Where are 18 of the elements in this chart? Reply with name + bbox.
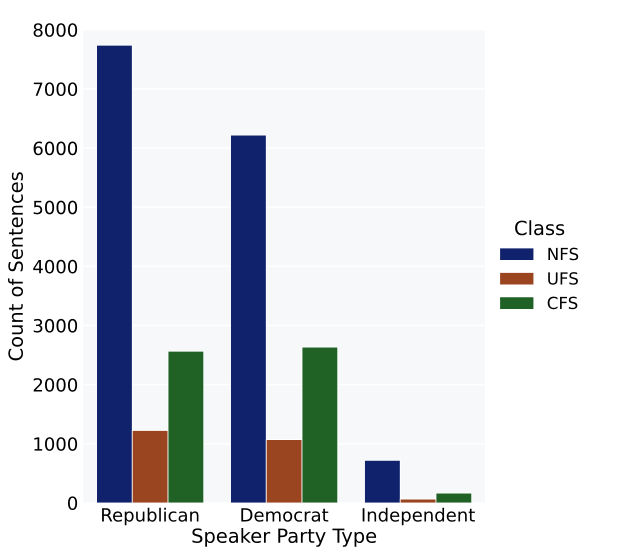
y-tick-label: 6000 — [34, 142, 78, 156]
legend-label: UFS — [548, 272, 578, 285]
y-tick-label: 8000 — [34, 23, 78, 37]
y-tick-label: 3000 — [34, 318, 78, 333]
legend-title: Class — [515, 220, 564, 236]
legend-label: CFS — [548, 296, 578, 310]
x-tick-label: Democrat — [241, 508, 328, 522]
y-tick-label: 7000 — [34, 82, 78, 96]
y-tick-label: 5000 — [34, 200, 78, 214]
x-tick-label: Independent — [362, 508, 475, 526]
y-tick-label: 2000 — [34, 378, 78, 392]
y-tick-label: 4000 — [33, 260, 78, 274]
legend-label: NFS — [548, 248, 578, 260]
y-tick-label: 1000 — [34, 437, 78, 451]
y-axis-title: Count of Sentences — [8, 172, 24, 360]
x-tick-label: Republican — [102, 508, 198, 526]
x-axis-title: Speaker Party Type — [192, 528, 376, 547]
y-tick-label: 0 — [68, 496, 78, 510]
